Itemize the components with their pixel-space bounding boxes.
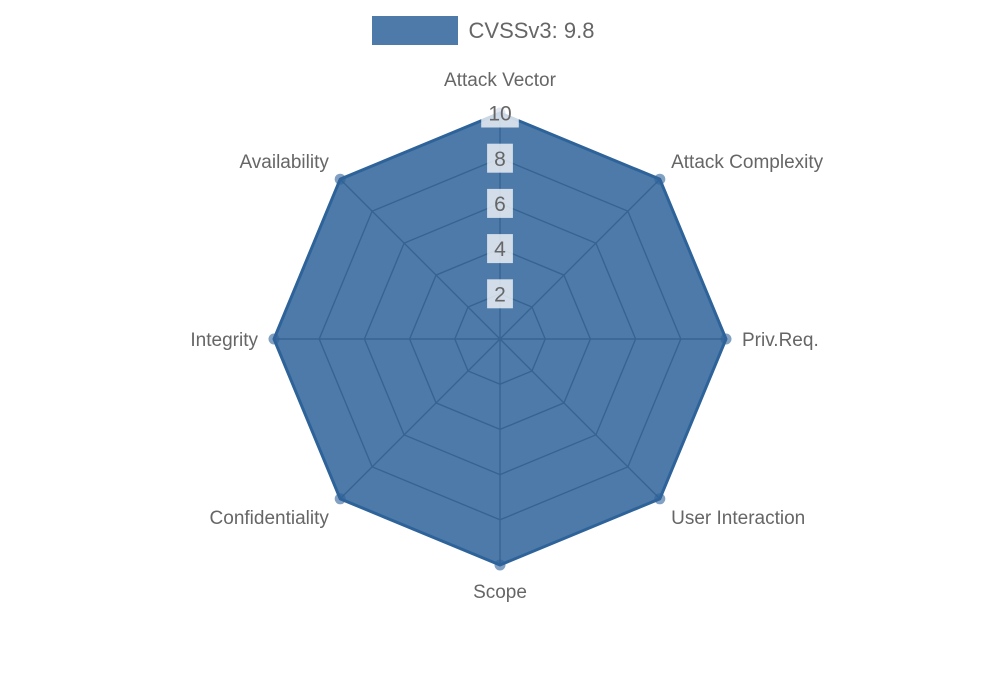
axis-label-priv-req-: Priv.Req. (742, 330, 819, 351)
tick-label-8: 8 (494, 148, 506, 171)
axis-label-availability: Availability (239, 152, 329, 173)
axis-label-confidentiality: Confidentiality (210, 508, 330, 529)
axis-label-integrity: Integrity (190, 330, 258, 351)
axis-label-attack-vector: Attack Vector (444, 70, 557, 91)
tick-label-10: 10 (488, 103, 511, 126)
data-point-marker-5 (334, 493, 346, 505)
tick-backdrop-6 (487, 188, 513, 218)
axis-label-attack-complexity: Attack Complexity (671, 152, 824, 173)
tick-label-4: 4 (494, 238, 506, 261)
axis-point-labels: Attack Vector Attack Complexity Priv.Req. U… (190, 70, 823, 603)
tick-label-2: 2 (494, 283, 506, 306)
data-point-marker-2 (720, 333, 732, 345)
radial-tick-labels: 2 4 6 8 10 (481, 98, 519, 309)
legend-item-cvssv3[interactable]: CVSSv3: 9.8 (371, 16, 595, 45)
legend-label: CVSSv3: 9.8 (468, 18, 595, 43)
axis-label-user-interaction: User Interaction (671, 508, 805, 529)
tick-backdrop-2 (487, 279, 513, 309)
tick-backdrop-4 (487, 234, 513, 264)
data-point-marker-6 (268, 333, 280, 345)
data-point-marker-1 (654, 173, 666, 185)
tick-backdrop-10 (481, 98, 519, 128)
chart-legend: CVSSv3: 9.8 (0, 16, 1000, 45)
radar-series (268, 107, 732, 571)
data-point-marker-4 (494, 559, 506, 571)
tick-label-6: 6 (494, 193, 506, 216)
legend-color-swatch (371, 16, 458, 45)
data-point-marker-3 (654, 493, 666, 505)
axis-label-scope: Scope (473, 582, 527, 603)
tick-backdrop-8 (487, 143, 513, 173)
data-point-marker-7 (334, 173, 346, 185)
